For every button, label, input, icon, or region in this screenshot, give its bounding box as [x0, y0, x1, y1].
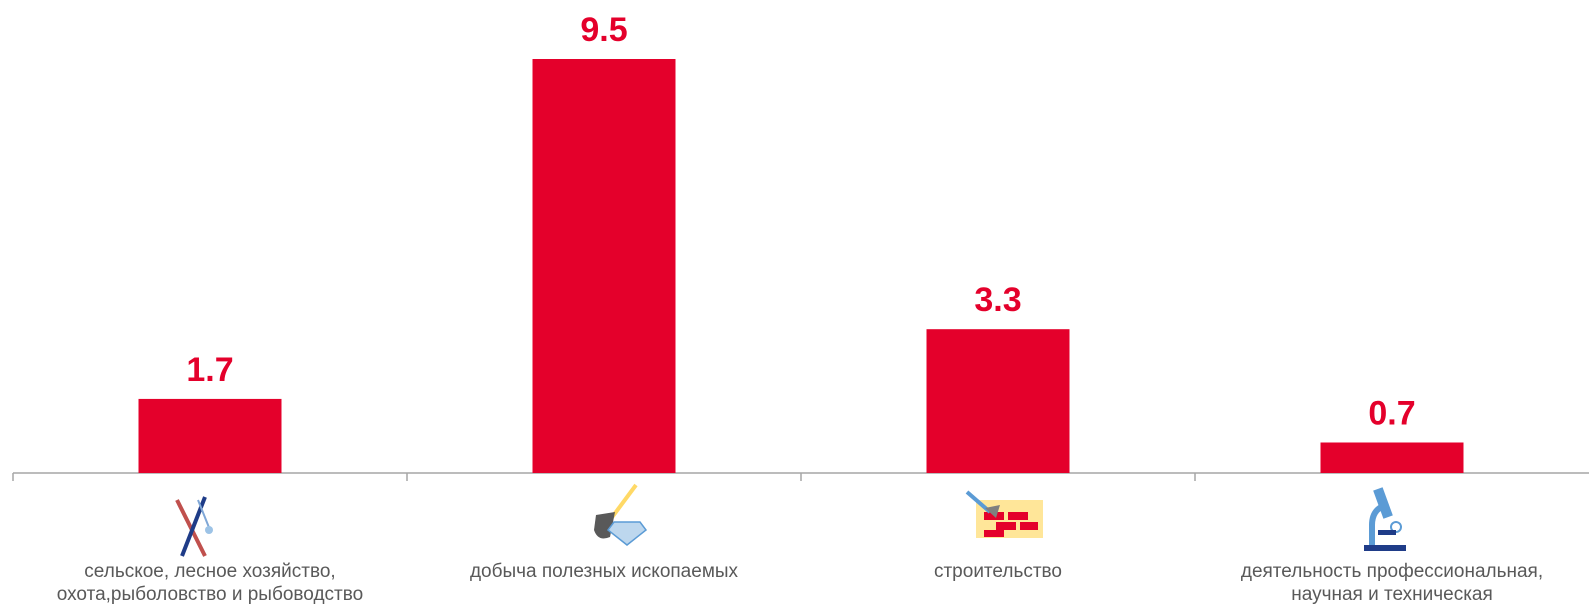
value-label: 1.7 — [186, 351, 233, 389]
x-tick-label: сельское, лесное хозяйство, охота,рыболо… — [56, 561, 364, 605]
x-tick-label: добыча полезных ископаемых — [469, 561, 739, 582]
icon-fishing — [175, 496, 213, 557]
bar — [1320, 442, 1464, 473]
value-label: 3.3 — [974, 281, 1021, 319]
value-label: 9.5 — [580, 11, 627, 49]
icon-microscope — [1364, 487, 1406, 551]
icon-mining — [594, 483, 648, 546]
bar — [532, 59, 676, 473]
icon-construction — [965, 490, 1043, 538]
value-label: 0.7 — [1368, 394, 1415, 432]
x-tick-label: строительство — [933, 561, 1062, 582]
bar — [138, 398, 282, 473]
bar — [926, 329, 1070, 473]
x-tick-label: деятельность профессиональная, научная и… — [1240, 561, 1544, 605]
